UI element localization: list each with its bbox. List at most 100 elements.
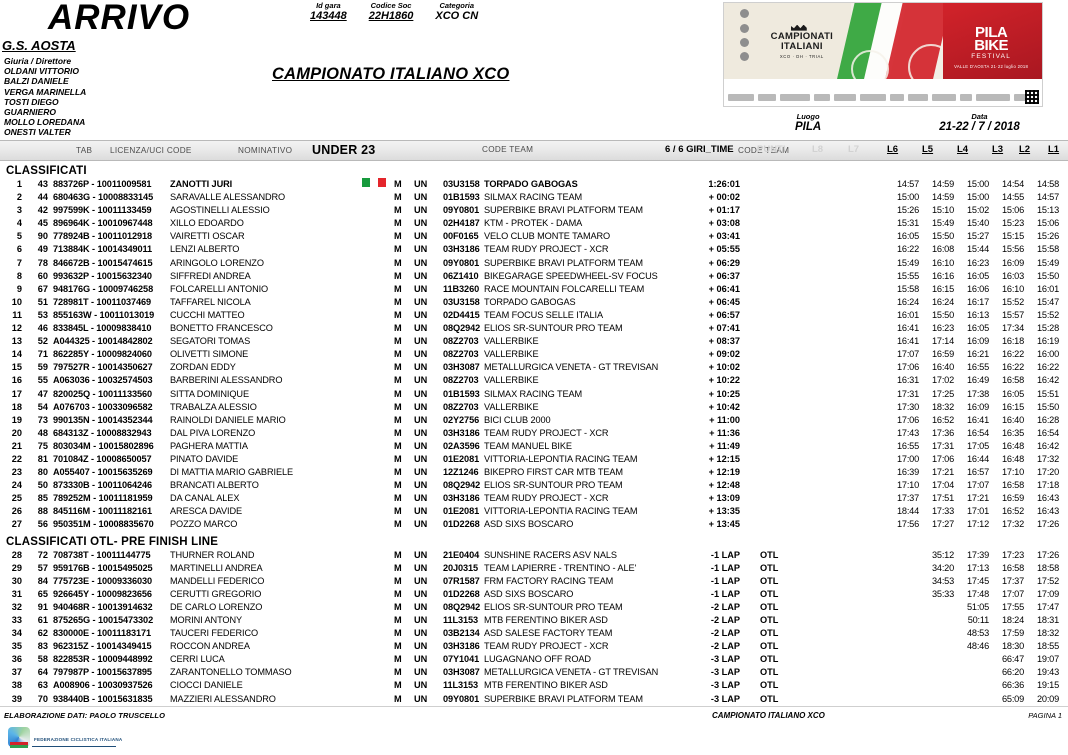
- lap-time: 17:09: [1037, 588, 1059, 599]
- lap-time: 17:21: [967, 493, 989, 504]
- cell-sex: M: [394, 231, 402, 242]
- cell-otl: OTL: [760, 667, 779, 678]
- cell-time: + 13:35: [708, 506, 740, 517]
- cell-name: SITTA DOMINIQUE: [170, 388, 249, 399]
- lap-time: 15:50: [932, 231, 954, 242]
- cell-cat: UN: [414, 440, 428, 451]
- cell-name: RAINOLDI DANIELE MARIO: [170, 414, 286, 425]
- table-row: 9 67 948176G - 10009746258 FOLCARELLI ANTON…: [0, 283, 1068, 296]
- cell-lap-times: 15:31 15:49 15:40 15:23 15:0611:40: [884, 217, 1068, 230]
- cell-pos: 2: [16, 192, 22, 203]
- cell-sex: M: [394, 467, 402, 478]
- cell-name: POZZO MARCO: [170, 519, 238, 530]
- lap-time: 15:58: [897, 283, 919, 294]
- cell-otl: OTL: [760, 693, 779, 704]
- cell-code: 09Y0801: [443, 257, 480, 268]
- cell-lic: 684313Z - 10008832943: [53, 427, 152, 438]
- cell-lic: 873330B - 10011064246: [53, 480, 153, 491]
- cell-code: 02H4187: [443, 218, 480, 229]
- lap-time: 16:15: [932, 283, 954, 294]
- cell-lap-times: 18:44 17:33 17:01 16:52 16:4312:43: [884, 505, 1068, 518]
- cell-cat: UN: [414, 323, 428, 334]
- table-row: 29 57 959176B - 10015495025 MARTINELLI ANDR…: [0, 562, 1068, 575]
- lap-time: 17:47: [1037, 601, 1059, 612]
- cell-cat: UN: [414, 588, 428, 599]
- lap-time: 12:19: [1061, 575, 1068, 588]
- lap-time: 16:58: [1002, 480, 1024, 491]
- cell-lap-times: 51:05 17:55 17:4713:26: [884, 601, 1068, 614]
- column-header-category: UNDER 23: [312, 143, 376, 157]
- cell-name: MAZZIERI ALESSANDRO: [170, 693, 276, 704]
- footer-credits: ELABORAZIONE DATI: PAOLO TRUSCELLO: [4, 711, 166, 720]
- cell-lic: 713884K - 10014349011: [53, 244, 153, 255]
- cell-team: TEAM MANUEL BIKE: [484, 440, 572, 451]
- cell-tab: 64: [37, 667, 48, 678]
- cell-name: ARINGOLO LORENZO: [170, 257, 264, 268]
- cell-sex: M: [394, 549, 402, 560]
- lap-time: 17:32: [1002, 519, 1024, 530]
- cell-team: MTB FERENTINO BIKER ASD: [484, 680, 608, 691]
- cell-tab: 59: [37, 362, 48, 373]
- cell-tab: 53: [37, 309, 48, 320]
- lap-time: 15:02: [967, 205, 989, 216]
- lap-time: 16:19: [1037, 336, 1059, 347]
- lap-time: 18:58: [1037, 562, 1059, 573]
- lap-time: 12:39: [1061, 492, 1068, 505]
- lap-time: 17:27: [932, 519, 954, 530]
- lap-time: 16:03: [1002, 270, 1024, 281]
- cell-time: + 01:17: [708, 205, 740, 216]
- cell-sex: M: [394, 628, 402, 639]
- cell-sex: M: [394, 693, 402, 704]
- lap-time: 15:06: [1037, 218, 1059, 229]
- cell-sex: M: [394, 654, 402, 665]
- cell-pos: 4: [16, 218, 22, 229]
- lap-time: 16:21: [967, 349, 989, 360]
- cell-code: 02A3596: [443, 440, 480, 451]
- cell-tab: 81: [37, 453, 48, 464]
- cell-pos: 28: [11, 549, 22, 560]
- cell-cat: UN: [414, 615, 428, 625]
- lap-time: 17:31: [897, 388, 919, 399]
- cell-time: + 12:15: [708, 453, 740, 464]
- cell-cat: UN: [414, 427, 428, 438]
- lap-time: 12:10: [1061, 257, 1068, 270]
- lap-time: 17:37: [1002, 575, 1024, 586]
- cell-lap-times: 66:36 19:1514:15: [884, 679, 1068, 692]
- cell-otl: OTL: [760, 654, 779, 665]
- lap-time: 17:30: [897, 401, 919, 412]
- cell-sex: M: [394, 414, 402, 425]
- cell-name: CIOCCI DANIELE: [170, 680, 243, 691]
- table-row: 27 56 950351M - 10008835670 POZZO MARCO M UN 0…: [0, 518, 1068, 531]
- table-row: 16 55 A063036 - 10032574503 BARBERINI ALESS…: [0, 374, 1068, 387]
- lap-time: 16:43: [1037, 506, 1059, 517]
- cell-time: -3 LAP: [710, 654, 740, 665]
- cell-tab: 55: [37, 375, 48, 386]
- lap-time: 17:45: [967, 575, 989, 586]
- cell-tab: 63: [37, 680, 48, 691]
- cell-time: + 08:37: [708, 336, 740, 347]
- lap-time: 14:59: [932, 192, 954, 203]
- lap-time: 17:10: [897, 480, 919, 491]
- cell-tab: 47: [37, 388, 48, 399]
- lap-time: 18:32: [1037, 628, 1059, 639]
- cell-cat: UN: [414, 231, 428, 242]
- lap-time: 16:28: [1037, 414, 1059, 425]
- cell-lic: 797527R - 10014350627: [53, 362, 153, 373]
- cell-pos: 20: [11, 427, 22, 438]
- meta-codice-soc: Codice Soc 22H1860: [369, 1, 414, 22]
- cell-code: 08Z2703: [443, 375, 479, 386]
- cell-code: 02Y2756: [443, 414, 480, 425]
- cell-name: OLIVETTI SIMONE: [170, 349, 249, 360]
- cell-lic: 778924B - 10011012918: [53, 231, 153, 242]
- lap-time: 16:09: [967, 401, 989, 412]
- lap-time: 16:22: [1037, 362, 1059, 373]
- table-row: 31 65 926645Y - 10009823656 CERUTTI GREGORI…: [0, 588, 1068, 601]
- cell-pos: 3: [16, 205, 22, 216]
- lap-time: 16:15: [1002, 401, 1024, 412]
- cell-pos: 39: [11, 693, 22, 704]
- lap-time: 17:07: [967, 480, 989, 491]
- lap-time: 16:05: [967, 323, 989, 334]
- table-row: 21 75 803034M - 10015802896 PAGHERA MATTIA M…: [0, 440, 1068, 453]
- cell-code: 08Z2703: [443, 336, 479, 347]
